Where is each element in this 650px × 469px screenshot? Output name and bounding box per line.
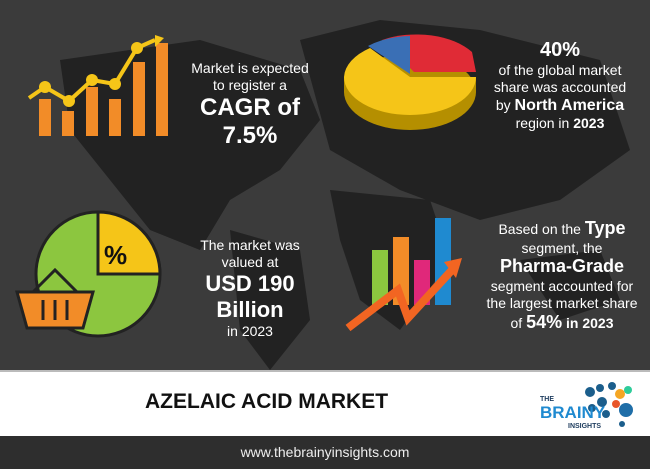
region-text: of the global market: [498, 62, 622, 78]
region-text: by North America: [495, 96, 625, 114]
size-text: valued at: [221, 253, 279, 270]
segment-text: segment, the: [521, 239, 603, 256]
brain-network-icon: [585, 382, 633, 427]
market-size-stat: The market was valued at USD 190 Billion…: [180, 237, 320, 340]
size-text: in 2023: [227, 323, 273, 340]
segment-text: the largest market share: [486, 294, 638, 311]
region-stat: 40% of the global market share was accou…: [480, 38, 640, 132]
size-text: The market was: [200, 237, 300, 253]
cagr-stat: Market is expected to register a CAGR of…: [180, 60, 320, 151]
segment-value: Pharma-Grade: [499, 256, 625, 277]
pie-chart-3d-icon: [344, 34, 476, 130]
segment-text: segment accounted for: [490, 277, 634, 294]
title-band: AZELAIC ACID MARKET THE BRAINY INSIGHTS: [0, 370, 650, 438]
cagr-value: CAGR of 7.5%: [200, 93, 300, 150]
growth-bar-chart-icon: [27, 35, 168, 136]
logo-text: THE: [540, 396, 554, 403]
segment-bar-arrow-icon: [345, 218, 462, 332]
footer-url: www.thebrainyinsights.com: [0, 436, 650, 469]
percent-pie-basket-icon: [15, 210, 162, 338]
logo-text: BRAINY: [540, 403, 606, 422]
region-text: region in 2023: [515, 114, 605, 131]
region-share-value: 40%: [539, 39, 581, 61]
segment-text: Based on the Type: [498, 218, 626, 238]
brainy-insights-logo: THE BRAINY INSIGHTS: [540, 380, 640, 432]
cagr-text: Market is expected: [191, 60, 309, 76]
market-size-value: USD 190 Billion: [205, 270, 295, 322]
segment-stat: Based on the Type segment, the Pharma-Gr…: [478, 218, 646, 333]
cagr-text: to register a: [213, 76, 287, 93]
segment-text: of 54% in 2023: [510, 311, 614, 332]
region-text: share was accounted: [493, 78, 627, 95]
page-title: AZELAIC ACID MARKET: [145, 390, 389, 413]
logo-text: INSIGHTS: [568, 423, 602, 430]
percent-icon: %: [104, 240, 128, 270]
